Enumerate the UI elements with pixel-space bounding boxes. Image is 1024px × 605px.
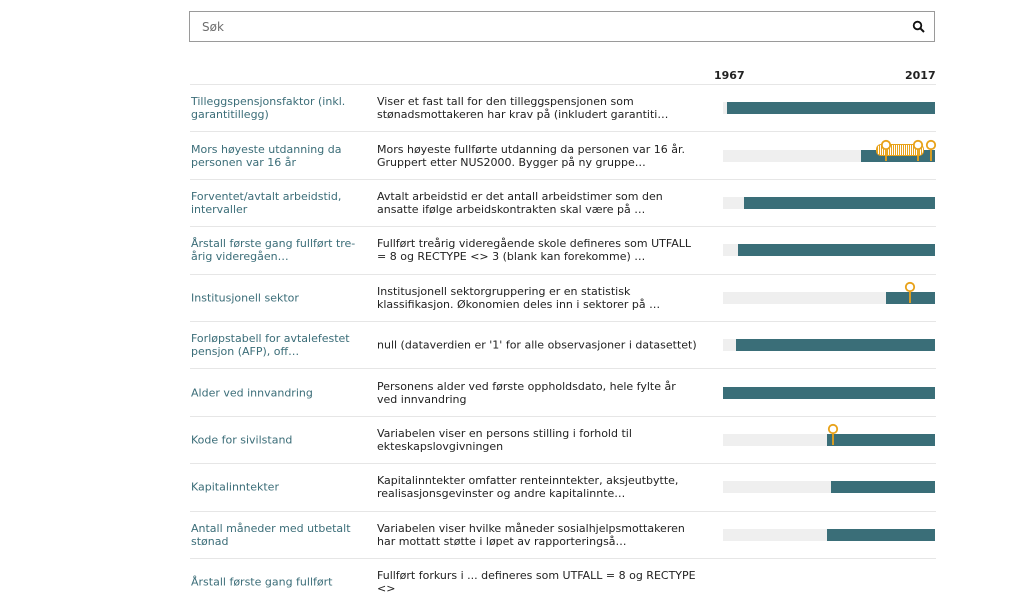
coverage-bar [886, 291, 935, 304]
coverage-timeline [723, 386, 935, 399]
coverage-timeline [723, 423, 935, 446]
variable-description: Avtalt arbeidstid er det antall arbeidst… [377, 189, 663, 216]
variable-description: Personens alder ved første oppholdsdato,… [377, 379, 676, 406]
variable-name-link[interactable]: Alder ved innvandring [191, 386, 313, 400]
coverage-timeline [723, 528, 935, 541]
coverage-timeline [723, 196, 935, 209]
variable-name-link[interactable]: Årstall første gang fullført tre-årig vi… [191, 237, 356, 264]
variable-description: Mors høyeste fullførte utdanning da pers… [377, 142, 686, 169]
coverage-timeline [723, 481, 935, 494]
coverage-bar [735, 339, 935, 352]
change-marker-icon[interactable] [925, 139, 937, 161]
coverage-bar [737, 244, 935, 257]
variable-row[interactable]: Forløpstabell for avtalefestet pensjon (… [190, 320, 936, 368]
variable-row[interactable]: Alder ved innvandring Personens alder ved… [190, 368, 936, 415]
change-marker-icon[interactable] [912, 139, 924, 161]
search-input[interactable] [190, 12, 902, 41]
coverage-bar [826, 528, 935, 541]
coverage-timeline [723, 339, 935, 352]
change-marker-icon[interactable] [827, 423, 839, 445]
coverage-timeline [723, 281, 935, 304]
variable-row[interactable]: Kode for sivilstand Variabelen viser en p… [190, 415, 936, 463]
variable-name-link[interactable]: Institusjonell sektor [191, 291, 299, 305]
change-marker-icon[interactable] [880, 139, 892, 161]
search-icon[interactable] [912, 20, 926, 34]
variable-row[interactable]: Årstall første gang fullført Fullført for… [190, 557, 936, 605]
variable-row[interactable]: Mors høyeste utdanning da personen var 1… [190, 131, 936, 178]
variable-row[interactable]: Kapitalinntekter Kapitalinntekter omfatte… [190, 463, 936, 510]
variable-name-link[interactable]: Forløpstabell for avtalefestet pensjon (… [191, 332, 350, 359]
variable-name-link[interactable]: Mors høyeste utdanning da personen var 1… [191, 142, 342, 169]
variable-row[interactable]: Årstall første gang fullført tre-årig vi… [190, 226, 936, 273]
coverage-bar [727, 102, 935, 115]
variable-row[interactable]: Tilleggspensjonsfaktor (inkl. garantitil… [190, 84, 936, 131]
variable-description: Institusjonell sektorgruppering er en st… [377, 284, 661, 311]
variable-row[interactable]: Antall måneder med utbetalt stønad Variab… [190, 510, 936, 558]
coverage-timeline [723, 244, 935, 257]
timeline-end-year: 2017 [905, 69, 936, 82]
coverage-bar [831, 481, 935, 494]
variable-row[interactable]: Institusjonell sektor Institusjonell sekt… [190, 273, 936, 321]
coverage-bar [744, 196, 935, 209]
variable-name-link[interactable]: Kapitalinntekter [191, 480, 279, 494]
variable-description: Viser et fast tall for den tilleggspensj… [377, 95, 669, 122]
search-box[interactable] [189, 11, 935, 42]
variable-name-link[interactable]: Årstall første gang fullført [191, 575, 333, 589]
coverage-bar [723, 386, 935, 399]
variable-description: Fullført treårig videregående skole defi… [377, 237, 691, 264]
variable-description: null (dataverdien er '1' for alle observ… [377, 338, 697, 352]
variable-name-link[interactable]: Forventet/avtalt arbeidstid, intervaller [191, 189, 342, 216]
variable-description: Variabelen viser en persons stilling i f… [377, 426, 632, 453]
variable-row[interactable]: Forventet/avtalt arbeidstid, intervaller… [190, 178, 936, 226]
variable-description: Variabelen viser hvilke måneder sosialhj… [377, 521, 685, 548]
timeline-start-year: 1967 [714, 69, 745, 82]
variable-description: Fullført forkurs i ... defineres som UTF… [377, 569, 696, 596]
variable-description: Kapitalinntekter omfatter renteinntekter… [377, 474, 679, 501]
coverage-timeline [723, 139, 936, 162]
change-marker-icon[interactable] [904, 281, 916, 303]
variable-list: Tilleggspensjonsfaktor (inkl. garantitil… [190, 84, 936, 605]
variable-name-link[interactable]: Antall måneder med utbetalt stønad [191, 521, 351, 548]
coverage-timeline [723, 102, 935, 115]
variable-name-link[interactable]: Kode for sivilstand [191, 433, 293, 447]
variable-name-link[interactable]: Tilleggspensjonsfaktor (inkl. garantitil… [191, 95, 346, 122]
coverage-bar [826, 433, 935, 446]
